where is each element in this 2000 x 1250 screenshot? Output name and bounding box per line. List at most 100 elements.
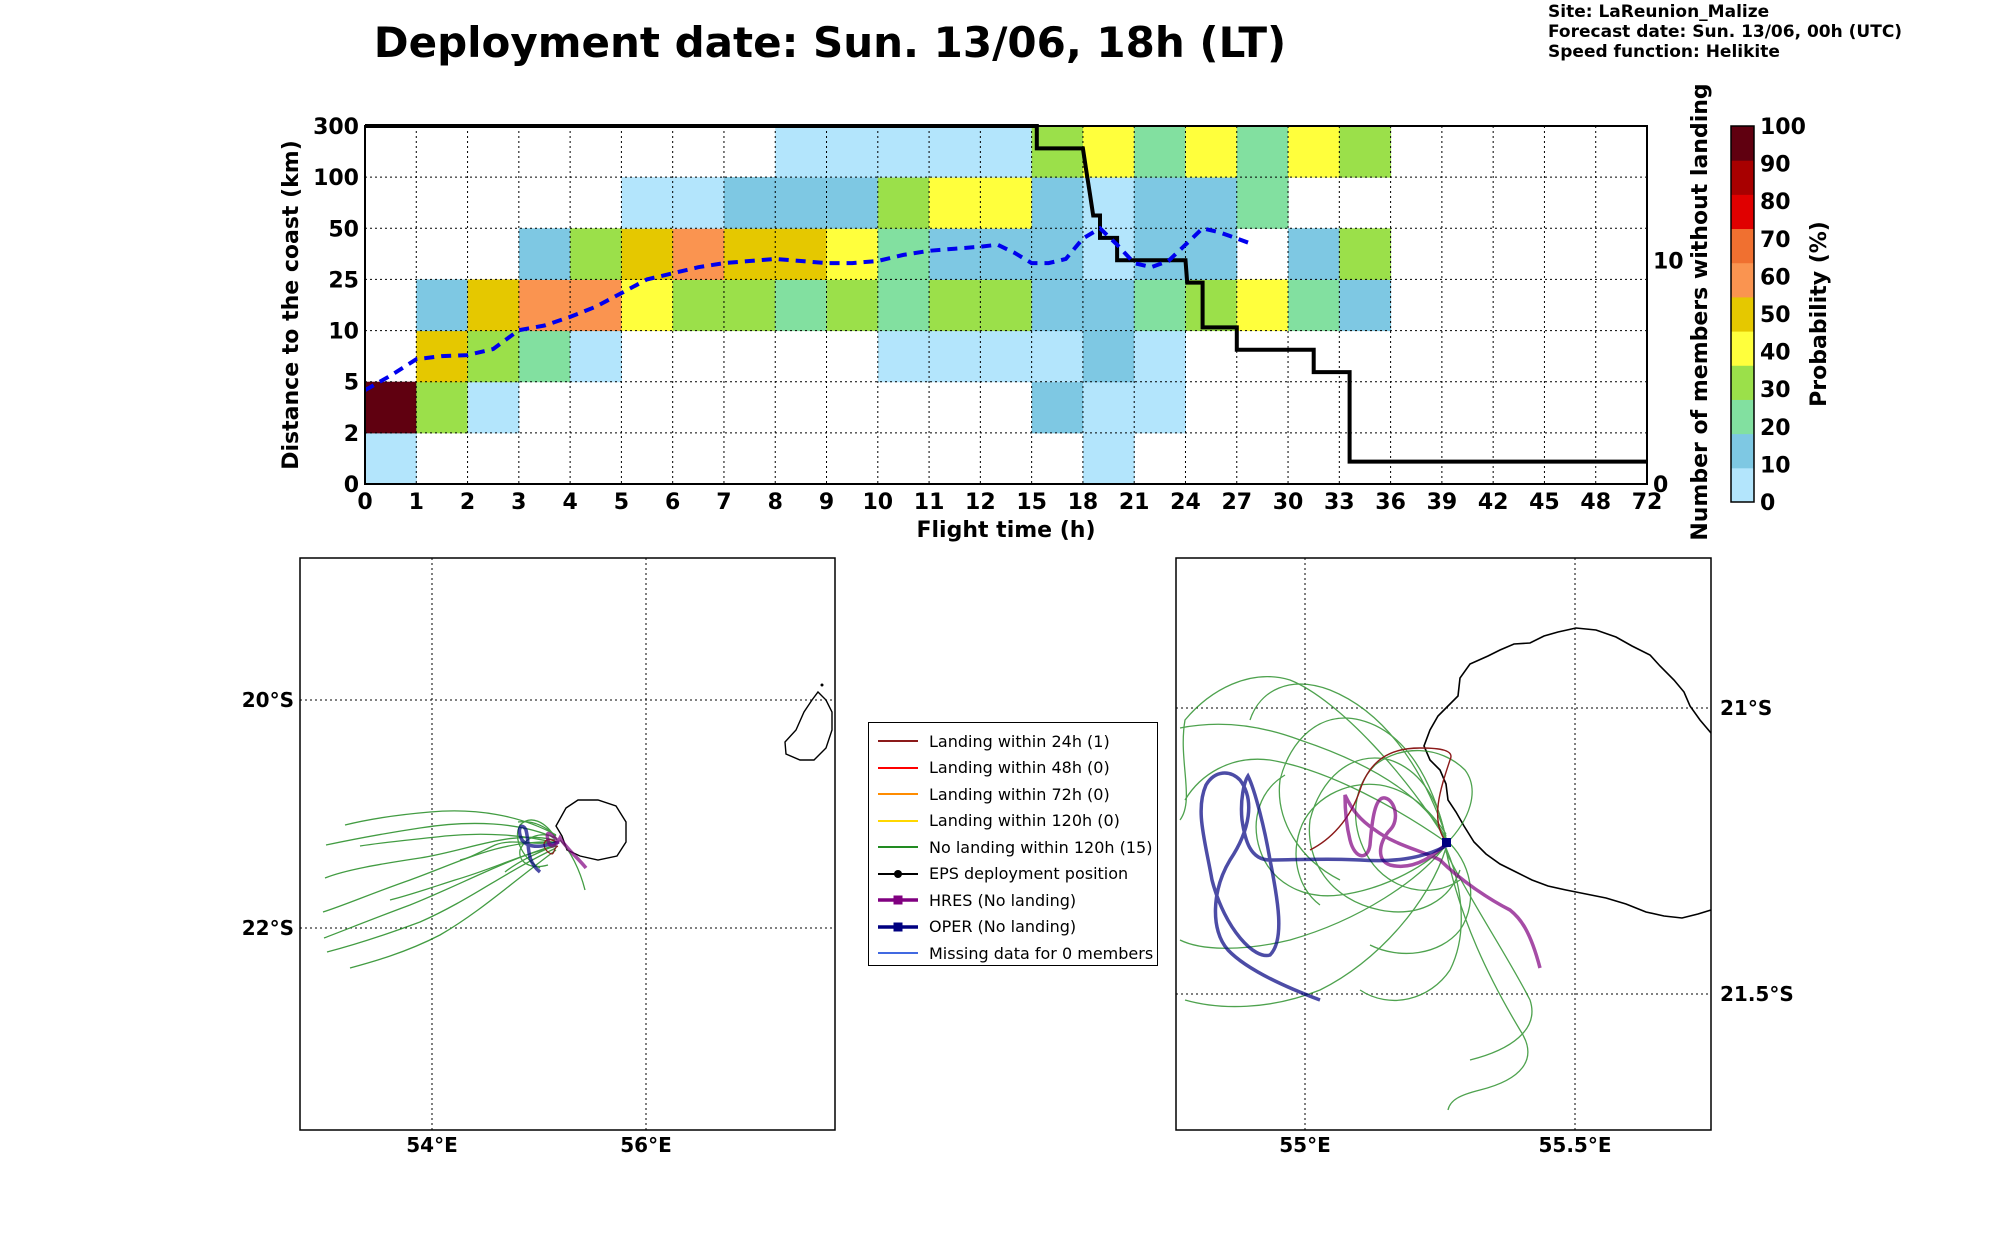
colorbar-swatch (1731, 160, 1754, 195)
plot-frame (364, 125, 1648, 485)
x-tick-label: 27 (1221, 490, 1252, 515)
probability-heatmap-chart: 0 1 2 3 4 5 6 7 8 9 10 11 12 15 18 21 24 27 30 33 36 39 42 45 48… (279, 83, 1713, 543)
legend-item: No landing within 120h (15) (877, 834, 1152, 861)
colorbar-tick-label: 0 (1760, 491, 1775, 516)
heatmap-cell (1134, 381, 1186, 434)
colorbar-tick-label: 40 (1760, 341, 1791, 366)
eps-track (1295, 783, 1447, 906)
heatmap-cell (467, 330, 520, 383)
legend-swatch (878, 819, 918, 822)
legend-swatch (878, 952, 918, 955)
x-tick-labels: 0 1 2 3 4 5 6 7 8 9 10 11 12 15 18 21 24 27 30 33 36 39 42 45 48… (357, 490, 1662, 515)
y-tick-label: 0 (344, 473, 359, 498)
y-tick-label: 300 (313, 115, 359, 140)
legend-swatch (878, 869, 918, 878)
x-tick-label: 12 (965, 490, 996, 515)
probability-colorbar: 0 10 20 30 40 50 60 70 80 90 100 Probability (%) (1730, 115, 1832, 516)
colorbar-label: Probability (%) (1807, 221, 1832, 407)
heatmap-cell (416, 279, 469, 332)
heatmap-cell (1082, 279, 1135, 332)
x-tick-label: 3 (511, 490, 526, 515)
heatmap-cells (365, 126, 1392, 485)
heatmap-cell (1185, 279, 1238, 332)
heatmap-cell (1288, 126, 1340, 178)
reunion-coastline-small (555, 799, 627, 861)
colorbar-swatch (1731, 228, 1754, 264)
heatmap-cell (1082, 126, 1135, 178)
heatmap-cell (929, 126, 981, 178)
colorbar-swatch (1731, 126, 1754, 161)
left-map-ytick-20s: 20°S (242, 688, 294, 712)
x-tick-label: 39 (1427, 490, 1458, 515)
heatmap-cell (877, 126, 930, 178)
heatmap-cell (723, 177, 776, 229)
colorbar-swatch (1731, 296, 1754, 332)
colorbar-frame (1730, 125, 1755, 503)
y-tick-label: 10 (328, 320, 359, 345)
heatmap-cell (467, 381, 520, 434)
heatmap-cell (723, 228, 776, 280)
y-tick-label: 2 (344, 422, 359, 447)
heatmap-cell (1134, 126, 1186, 178)
eps-track (459, 841, 558, 861)
heatmap-cell (826, 228, 879, 280)
right-map-eps-tracks (1179, 676, 1533, 1111)
heatmap-cell (1031, 330, 1084, 383)
reunion-coastline-large (1423, 627, 1712, 919)
heatmap-cell (1339, 279, 1392, 332)
heatmap-cell (365, 432, 417, 485)
colorbar-tick-label: 100 (1760, 115, 1806, 140)
heatmap-cell (1031, 126, 1084, 178)
colorbar-swatch (1731, 433, 1754, 469)
heatmap-cell (621, 177, 674, 229)
y-tick-label: 25 (328, 268, 359, 293)
heatmap-cell (775, 279, 828, 332)
colorbar-tick-label: 80 (1760, 190, 1791, 215)
heatmap-cell (775, 126, 828, 178)
colorbar-tick-label: 90 (1760, 153, 1791, 178)
heatmap-cell (1082, 330, 1135, 383)
right-map-oper-track (1199, 771, 1449, 1002)
colorbar-tick-labels: 0 10 20 30 40 50 60 70 80 90 100 (1760, 115, 1806, 516)
heatmap-cell (518, 279, 571, 332)
mauritius-coastline (784, 690, 833, 761)
legend-label: Landing within 120h (0) (929, 811, 1120, 831)
heatmap-cell (1134, 279, 1186, 332)
colorbar-swatch (1731, 331, 1754, 366)
eps-track (1179, 676, 1447, 841)
colorbar-swatch (1731, 399, 1754, 435)
heatmap-cell (1288, 279, 1340, 332)
legend-swatch (878, 766, 918, 769)
eps-track (349, 849, 557, 969)
map-legend: Landing within 24h (1) Landing within 48h… (868, 722, 1158, 966)
heatmap-cell (416, 381, 469, 434)
x-tick-label: 0 (357, 490, 372, 515)
y2-axis-label: Number of members without landing (1688, 83, 1713, 540)
left-map-ytick-22s: 22°S (242, 916, 294, 940)
left-map-frame (299, 557, 836, 1131)
heatmap-cell (570, 228, 622, 280)
x-axis-label: Flight time (h) (916, 518, 1095, 543)
regional-trajectory-map: 54°E 56°E 20°S 22°S (242, 557, 836, 1157)
colorbar-swatch (1731, 194, 1754, 230)
eps-track (517, 820, 557, 837)
heatmap-cell (877, 177, 930, 229)
legend-item: Landing within 120h (0) (877, 808, 1149, 835)
eps-track (1179, 844, 1447, 949)
forecast-metadata: Site: LaReunion_Malize Forecast date: Su… (1548, 2, 1902, 62)
legend-swatch (878, 740, 918, 743)
y2-tick-labels: 0 10 (1653, 249, 1684, 498)
heatmap-cell (672, 177, 725, 229)
heatmap-cell (518, 228, 571, 280)
heatmap-cell (1339, 228, 1392, 280)
heatmap-cell (929, 330, 981, 383)
left-map-hres-track (545, 831, 588, 870)
rodrigues-dot (820, 683, 824, 687)
heatmap-cell (929, 177, 981, 229)
x-tick-label: 30 (1273, 490, 1304, 515)
legend-swatch (878, 922, 918, 932)
heatmap-cell (672, 279, 725, 332)
colorbar-swatches (1731, 126, 1754, 503)
y-axis-label: Distance to the coast (km) (279, 140, 304, 470)
y2-tick-label: 0 (1653, 473, 1668, 498)
